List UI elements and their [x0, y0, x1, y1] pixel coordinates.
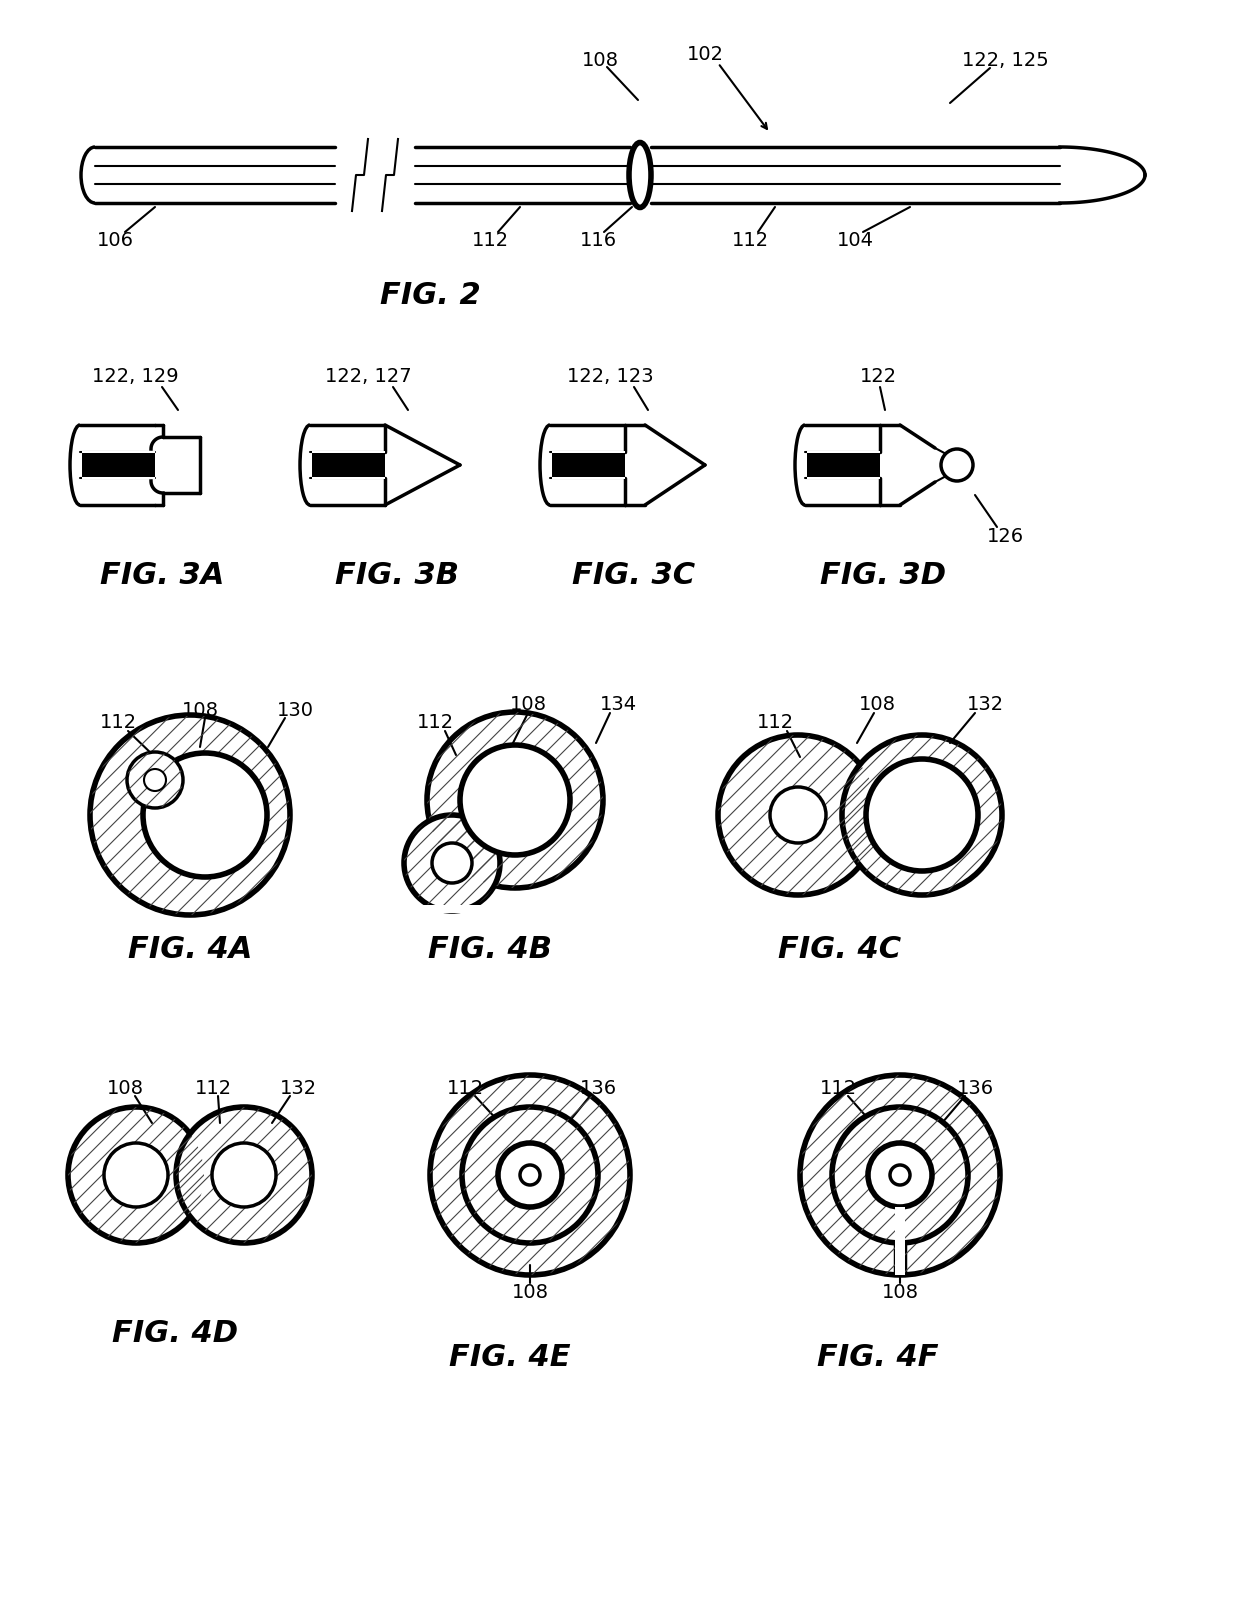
Text: FIG. 4A: FIG. 4A	[128, 936, 252, 965]
Circle shape	[404, 815, 500, 912]
Text: 122, 123: 122, 123	[567, 368, 653, 387]
Text: 106: 106	[97, 231, 134, 249]
Text: 102: 102	[687, 45, 723, 64]
Circle shape	[842, 735, 1002, 896]
Text: 112: 112	[99, 714, 136, 732]
Text: 132: 132	[966, 695, 1003, 714]
Bar	[82, 477, 155, 478]
Text: 122, 129: 122, 129	[92, 368, 179, 387]
Bar	[807, 451, 880, 453]
Circle shape	[104, 1143, 167, 1207]
Circle shape	[463, 1107, 598, 1242]
Circle shape	[520, 1165, 539, 1184]
Text: 108: 108	[582, 50, 619, 69]
Text: 112: 112	[820, 1079, 857, 1098]
Text: FIG. 3A: FIG. 3A	[100, 560, 224, 589]
Text: 136: 136	[956, 1079, 993, 1098]
Circle shape	[176, 1107, 312, 1242]
Circle shape	[460, 745, 570, 855]
Text: 112: 112	[756, 714, 794, 732]
Text: 108: 108	[511, 1284, 548, 1303]
Circle shape	[832, 1107, 968, 1242]
Text: 136: 136	[579, 1079, 616, 1098]
Bar	[807, 453, 880, 478]
Circle shape	[68, 1107, 205, 1242]
Bar	[552, 453, 625, 478]
Circle shape	[143, 753, 267, 876]
Bar	[312, 451, 384, 453]
Circle shape	[427, 713, 603, 888]
Text: FIG. 4F: FIG. 4F	[817, 1342, 939, 1372]
Text: 108: 108	[181, 700, 218, 719]
Bar	[552, 477, 625, 478]
Text: 112: 112	[195, 1079, 232, 1098]
Text: FIG. 4D: FIG. 4D	[112, 1318, 238, 1348]
Text: 108: 108	[107, 1079, 144, 1098]
Circle shape	[212, 1143, 277, 1207]
Bar	[404, 905, 500, 913]
Text: 132: 132	[279, 1079, 316, 1098]
Circle shape	[126, 753, 184, 807]
Text: 134: 134	[599, 695, 636, 714]
Circle shape	[430, 1075, 630, 1274]
Text: FIG. 3C: FIG. 3C	[572, 560, 696, 589]
Text: FIG. 3D: FIG. 3D	[820, 560, 946, 589]
Text: FIG. 4E: FIG. 4E	[449, 1342, 570, 1372]
Circle shape	[868, 1143, 932, 1207]
Text: FIG. 4C: FIG. 4C	[779, 936, 901, 965]
Circle shape	[890, 1165, 910, 1184]
Text: 116: 116	[579, 231, 616, 249]
Circle shape	[91, 714, 290, 915]
Bar	[807, 477, 880, 478]
Bar	[552, 451, 625, 453]
Bar	[895, 1207, 905, 1274]
Text: 112: 112	[417, 714, 454, 732]
Circle shape	[718, 735, 878, 896]
Circle shape	[498, 1143, 562, 1207]
Text: 130: 130	[277, 700, 314, 719]
Text: FIG. 3B: FIG. 3B	[335, 560, 459, 589]
Text: 122: 122	[859, 368, 897, 387]
Bar	[82, 453, 155, 478]
Bar	[312, 477, 384, 478]
Text: FIG. 4B: FIG. 4B	[428, 936, 552, 965]
Circle shape	[770, 786, 826, 843]
Bar	[312, 453, 384, 478]
Ellipse shape	[629, 143, 651, 207]
Text: 108: 108	[858, 695, 895, 714]
Circle shape	[800, 1075, 999, 1274]
Text: 112: 112	[732, 231, 769, 249]
Bar	[82, 451, 155, 453]
Text: 126: 126	[987, 528, 1023, 546]
Circle shape	[432, 843, 472, 883]
Circle shape	[866, 759, 978, 872]
Circle shape	[144, 769, 166, 791]
Text: 108: 108	[882, 1284, 919, 1303]
Text: FIG. 2: FIG. 2	[379, 281, 480, 310]
Text: 104: 104	[837, 231, 873, 249]
Text: 112: 112	[471, 231, 508, 249]
Text: 112: 112	[446, 1079, 484, 1098]
Text: 122, 125: 122, 125	[962, 50, 1048, 69]
Text: 122, 127: 122, 127	[325, 368, 412, 387]
Text: 108: 108	[510, 695, 547, 714]
